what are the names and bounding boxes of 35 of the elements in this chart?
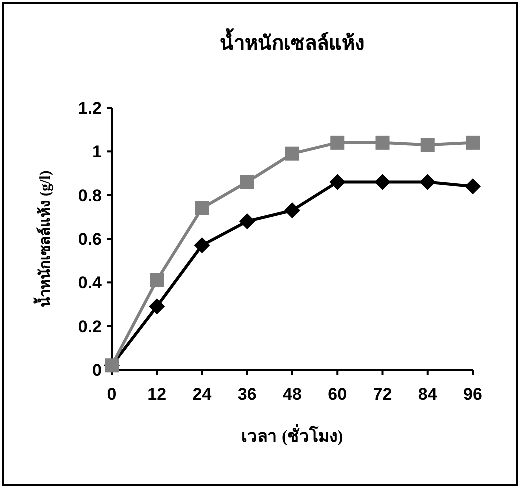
point [420, 174, 436, 190]
point [286, 146, 300, 161]
point [420, 138, 435, 152]
y-tick-label: 0.8 [78, 186, 102, 206]
point [284, 202, 300, 219]
point [240, 175, 254, 190]
y-tick-label: 0 [92, 361, 102, 380]
point [194, 238, 210, 254]
point [466, 136, 480, 150]
x-axis-title: เวลา (ชั่วโมง) [242, 424, 344, 446]
y-tick-label: 1 [92, 142, 102, 162]
chart-title: น้ำหนักเซลล์แห้ง [220, 28, 365, 55]
y-tick-label: 1.2 [78, 99, 102, 118]
x-tick-label: 72 [373, 385, 392, 404]
x-tick-label: 60 [328, 385, 348, 404]
x-tick-label: 36 [238, 385, 257, 404]
point [150, 273, 164, 288]
point [330, 174, 346, 190]
x-tick-label: 84 [418, 385, 438, 404]
y-axis-title: น้ำหนักเซลล์แห้ง (g/l) [33, 170, 54, 308]
y-tick-label: 0.4 [78, 274, 103, 293]
y-tick-label: 0.6 [78, 230, 102, 249]
y-tick-label: 0.2 [78, 317, 102, 336]
x-tick-label: 96 [464, 385, 482, 404]
point [374, 174, 391, 190]
x-tick-label: 0 [107, 385, 117, 404]
point [239, 214, 256, 230]
point [330, 136, 345, 150]
x-tick-label: 12 [148, 385, 167, 404]
x-tick-label: 48 [283, 385, 302, 404]
point [195, 201, 210, 216]
point [465, 178, 481, 195]
point [376, 136, 390, 150]
x-tick-label: 24 [192, 385, 212, 404]
point [149, 298, 166, 315]
